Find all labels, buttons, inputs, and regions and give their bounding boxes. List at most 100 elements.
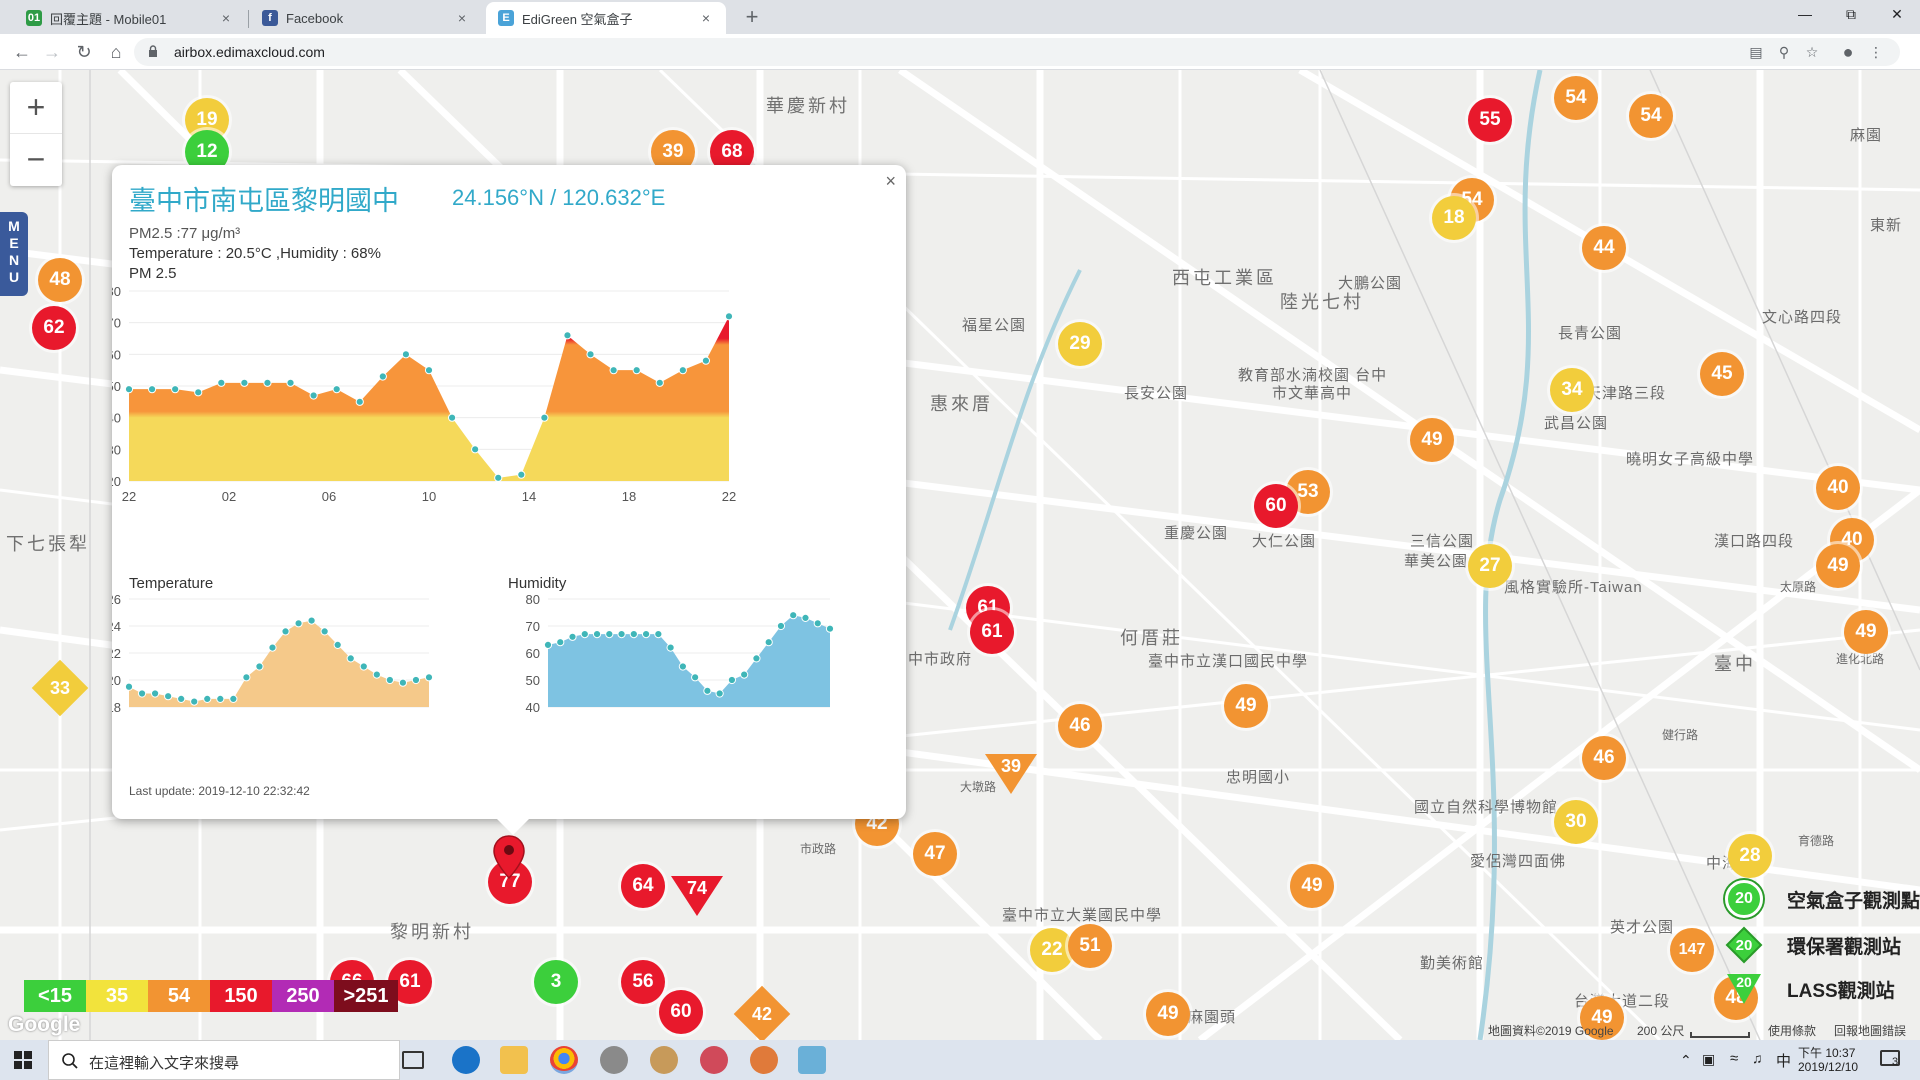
menu-button[interactable]: MENU — [0, 212, 28, 296]
marker-value: 39 — [1000, 756, 1022, 776]
epa-station-marker[interactable]: 33 — [31, 659, 89, 717]
translate-icon[interactable]: ▤ — [1749, 44, 1763, 60]
airbox-station-marker[interactable]: 60 — [1254, 484, 1298, 528]
forward-arrow-icon[interactable]: → — [43, 42, 61, 62]
app-icon-1[interactable] — [600, 1046, 628, 1074]
airbox-station-marker[interactable]: 54 — [1629, 94, 1673, 138]
data-point — [691, 673, 700, 682]
aqi-scale-yellow: 35 — [86, 980, 148, 1012]
aqi-scale: <15 35 54 150 250 >251 — [24, 980, 398, 1012]
app-icon-3[interactable] — [700, 1046, 728, 1074]
airbox-station-marker[interactable]: 147 — [1670, 928, 1714, 972]
airbox-station-marker[interactable]: 18 — [1432, 196, 1476, 240]
airbox-station-marker[interactable]: 45 — [1700, 352, 1744, 396]
wifi-icon[interactable]: ≈ — [1730, 1050, 1739, 1067]
lass-station-marker[interactable]: 39 — [985, 754, 1037, 794]
minimize-icon[interactable]: — — [1798, 6, 1812, 22]
tab-close-icon[interactable]: × — [457, 10, 467, 26]
battery-icon[interactable]: ▣ — [1702, 1051, 1716, 1067]
airbox-station-marker[interactable]: 44 — [1582, 226, 1626, 270]
airbox-station-marker[interactable]: 28 — [1728, 834, 1772, 878]
zoom-in-button[interactable]: + — [10, 82, 62, 134]
close-window-icon[interactable]: ✕ — [1891, 6, 1903, 22]
airbox-station-marker[interactable]: 49 — [1580, 996, 1624, 1040]
data-point — [171, 385, 180, 394]
terms-link[interactable]: 使用條款 — [1768, 1024, 1817, 1038]
clock-time[interactable]: 下午 10:37 — [1798, 1046, 1856, 1060]
airbox-station-marker[interactable]: 34 — [1550, 368, 1594, 412]
data-point — [307, 616, 316, 625]
airbox-station-marker[interactable]: 51 — [1068, 924, 1112, 968]
airbox-station-marker[interactable]: 49 — [1410, 418, 1454, 462]
area-fill — [129, 316, 729, 481]
airbox-station-marker[interactable]: 61 — [970, 610, 1014, 654]
airbox-station-marker[interactable]: 60 — [659, 990, 703, 1034]
home-icon[interactable]: ⌂ — [110, 42, 122, 62]
data-point — [678, 662, 687, 671]
popup-close-button[interactable]: × — [885, 171, 896, 191]
airbox-station-marker[interactable]: 3 — [534, 960, 578, 1004]
airbox-station-marker[interactable]: 49 — [1224, 684, 1268, 728]
airbox-station-marker[interactable]: 49 — [1844, 610, 1888, 654]
ime-indicator[interactable]: 中 — [1776, 1053, 1792, 1070]
airbox-station-marker[interactable]: 46 — [1058, 704, 1102, 748]
airbox-station-marker[interactable]: 46 — [1582, 736, 1626, 780]
edge-icon[interactable] — [452, 1046, 480, 1074]
file-explorer-icon[interactable] — [500, 1046, 528, 1074]
zoom-icon[interactable]: ⚲ — [1778, 44, 1790, 60]
tab-facebook[interactable]: f Facebook × — [250, 2, 482, 34]
report-error-link[interactable]: 回報地圖錯誤 — [1834, 1024, 1907, 1038]
epa-station-marker[interactable]: 42 — [733, 985, 791, 1040]
y-tick-label: 40 — [526, 700, 540, 715]
windows-start-icon[interactable] — [14, 1051, 32, 1069]
task-view-icon[interactable] — [402, 1051, 424, 1069]
airbox-station-marker[interactable]: 29 — [1058, 322, 1102, 366]
y-tick-label: 50 — [112, 379, 121, 394]
new-tab-button[interactable]: + — [745, 4, 759, 29]
airbox-station-marker[interactable]: 30 — [1554, 800, 1598, 844]
data-point — [164, 692, 173, 701]
temperature-chart: 18 20 22 24 26 — [112, 592, 434, 715]
clock-date[interactable]: 2019/12/10 — [1798, 1060, 1859, 1074]
airbox-station-marker[interactable]: 55 — [1468, 98, 1512, 142]
app-icon-5[interactable] — [798, 1046, 826, 1074]
zoom-out-button[interactable]: − — [26, 141, 46, 177]
restore-icon[interactable]: ⧉ — [1846, 6, 1856, 22]
airbox-station-marker[interactable]: 22 — [1030, 928, 1074, 972]
airbox-station-marker[interactable]: 27 — [1468, 544, 1512, 588]
airbox-station-marker[interactable]: 49 — [1290, 864, 1334, 908]
taskbar-search-box[interactable]: 在這裡輸入文字來搜尋 — [48, 1040, 400, 1080]
menu-dots-icon[interactable]: ⋮ — [1869, 44, 1883, 60]
back-arrow-icon[interactable]: ← — [13, 42, 31, 62]
y-tick-label: 20 — [112, 474, 121, 489]
airbox-station-marker[interactable]: 49 — [1146, 992, 1190, 1036]
airbox-station-marker[interactable]: 54 — [1554, 76, 1598, 120]
notification-icon[interactable]: 3 — [1880, 1048, 1902, 1070]
reload-icon[interactable]: ↻ — [76, 42, 92, 62]
bookmark-star-icon[interactable]: ☆ — [1805, 44, 1819, 60]
app-icon-2[interactable] — [650, 1046, 678, 1074]
volume-icon[interactable]: ♫ — [1752, 1050, 1763, 1066]
tab-edigreen[interactable]: E EdiGreen 空氣盒子 × — [486, 2, 726, 34]
data-point — [411, 675, 421, 685]
airbox-station-marker[interactable]: 56 — [621, 960, 665, 1004]
address-bar[interactable]: airbox.edimaxcloud.com ▤ ⚲ ☆ ● ⋮ — [134, 38, 1900, 66]
tab-close-icon[interactable]: × — [221, 10, 231, 26]
map-area[interactable]: 華慶新村 西屯工業區 陸光七村 惠來厝 何厝莊 黎明新村 下七張犁 臺中 福星公… — [0, 70, 1920, 1040]
airbox-station-marker[interactable]: 62 — [32, 306, 76, 350]
airbox-station-marker[interactable]: 48 — [38, 258, 82, 302]
tab-close-icon[interactable]: × — [701, 10, 711, 26]
legend-lass: 20 LASS觀測站 — [1725, 970, 1895, 1008]
airbox-station-marker[interactable]: 64 — [621, 864, 665, 908]
profile-icon[interactable]: ● — [1842, 42, 1854, 62]
tab-mobile01[interactable]: 01 回覆主題 - Mobile01 × — [14, 2, 246, 34]
location-pin-icon[interactable] — [492, 834, 526, 880]
lass-station-marker[interactable]: 74 — [671, 876, 723, 916]
airbox-station-marker[interactable]: 49 — [1816, 544, 1860, 588]
airbox-station-marker[interactable]: 47 — [913, 832, 957, 876]
airbox-station-marker[interactable]: 40 — [1816, 466, 1860, 510]
tray-chevron-icon[interactable]: ⌃ — [1680, 1052, 1692, 1068]
chrome-icon[interactable] — [550, 1046, 578, 1074]
app-icon-4[interactable] — [750, 1046, 778, 1074]
